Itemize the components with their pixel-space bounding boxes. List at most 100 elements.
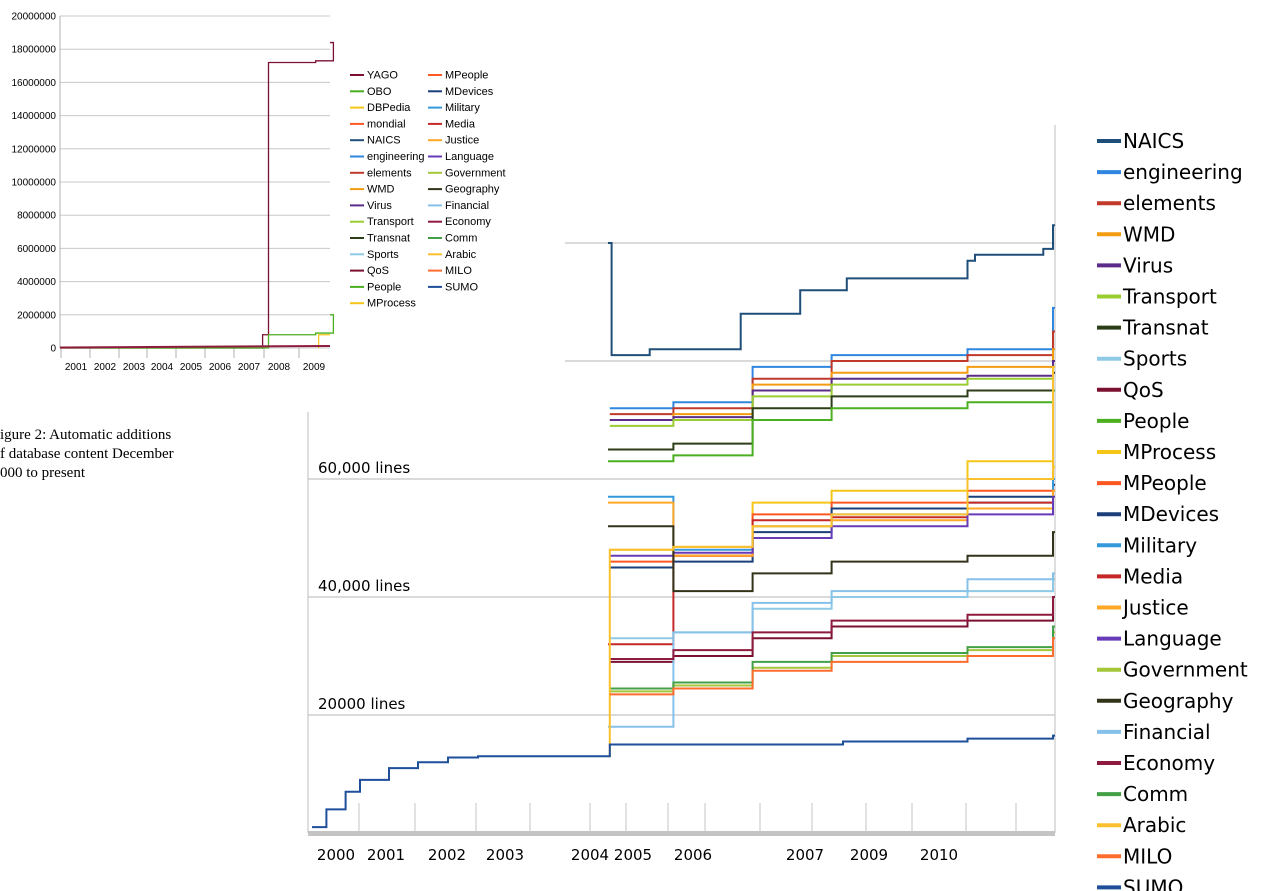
small-ytick-label: 6000000 [17, 244, 56, 255]
small-legend-label-mondial: mondial [367, 118, 406, 130]
small-legend-label-financial: Financial [445, 200, 489, 212]
small-series-obo [60, 314, 335, 349]
small-ytick-label: 20000000 [12, 12, 57, 23]
small-ytick-label: 4000000 [17, 277, 56, 288]
main-xtick-label: 2006 [674, 846, 712, 864]
small-series-baseline [59, 345, 331, 349]
small-legend-label-economy: Economy [445, 216, 491, 228]
small-ytick-label: 8000000 [17, 211, 56, 222]
legend-label-naics: NAICS [1123, 129, 1184, 153]
small-legend-label-mpeople: MPeople [445, 70, 488, 82]
legend-label-arabic: Arabic [1123, 813, 1186, 837]
legend-label-elements: elements [1123, 191, 1216, 215]
main-series-arabic [608, 365, 1055, 758]
legend-label-government: Government [1123, 658, 1248, 682]
main-gridline-label: 20000 lines [318, 695, 406, 713]
main-xtick-label: 2007 [786, 846, 824, 864]
main-x-axis [308, 831, 1055, 836]
legend-label-qos: QoS [1123, 378, 1164, 402]
legend-label-geography: Geography [1123, 689, 1234, 713]
small-legend-label-wmd: WMD [367, 184, 395, 196]
small-legend-label-transnat: Transnat [367, 233, 410, 245]
small-legend-label-transport: Transport [367, 216, 414, 228]
small-legend-label-language: Language [445, 151, 494, 163]
small-legend-label-people: People [367, 281, 401, 293]
main-xtick-label: 2009 [850, 846, 888, 864]
small-legend-label-dbpedia: DBPedia [367, 102, 411, 114]
main-xtick-label: 2002 [428, 846, 466, 864]
main-series-financial [608, 572, 1055, 728]
main-xtick-label: 2004 [571, 846, 609, 864]
legend-label-transport: Transport [1122, 285, 1217, 309]
small-legend-label-qos: QoS [367, 265, 389, 277]
legend-label-virus: Virus [1123, 253, 1173, 277]
caption-line-3: 000 to present [0, 465, 85, 481]
small-ytick-label: 18000000 [12, 45, 57, 56]
small-xtick-label: 2004 [151, 362, 174, 373]
small-ytick-label: 14000000 [12, 111, 57, 122]
small-chart: 2000000018000000160000001400000012000000… [12, 12, 506, 374]
small-legend-label-naics: NAICS [367, 135, 401, 147]
small-legend-label-obo: OBO [367, 86, 392, 98]
main-gridline-label: 40,000 lines [318, 577, 410, 595]
legend-label-people: People [1123, 409, 1189, 433]
legend-label-mdevices: MDevices [1123, 502, 1219, 526]
legend-label-transnat: Transnat [1122, 316, 1209, 340]
small-legend-label-yago: YAGO [367, 70, 398, 82]
main-gridline-label: 60,000 lines [318, 459, 410, 477]
small-xtick-label: 2002 [94, 362, 117, 373]
small-ytick-label: 10000000 [12, 178, 57, 189]
legend-label-financial: Financial [1123, 720, 1211, 744]
small-legend-label-mprocess: MProcess [367, 298, 416, 310]
main-series-geography [608, 525, 1055, 593]
legend-label-media: Media [1123, 564, 1183, 588]
small-xtick-label: 2001 [65, 362, 88, 373]
small-legend-label-government: Government [445, 167, 506, 179]
main-legend: NAICS engineering elements WMD Virus Transpor… [1097, 129, 1248, 891]
small-legend-label-arabic: Arabic [445, 249, 477, 261]
small-xtick-label: 2006 [209, 362, 232, 373]
main-chart: 60,000 lines 40,000 lines 20000 lines 2000 2… [307, 125, 1056, 864]
main-xtick-label: 2000 [317, 846, 355, 864]
main-xtick-label: 2003 [486, 846, 524, 864]
small-legend-label-comm: Comm [445, 233, 477, 245]
small-legend-label-virus: Virus [367, 200, 392, 212]
main-xtick-label: 2010 [920, 846, 958, 864]
legend-label-wmd: WMD [1123, 222, 1175, 246]
main-series-economy [609, 596, 1055, 660]
caption-line-2: f database content December [0, 446, 174, 462]
small-legend-label-justice: Justice [445, 135, 479, 147]
legend-label-military: Military [1123, 533, 1197, 557]
small-xtick-label: 2007 [238, 362, 261, 373]
legend-label-mprocess: MProcess [1123, 440, 1216, 464]
small-series-dbpedia [318, 334, 330, 348]
legend-label-language: Language [1123, 627, 1222, 651]
figure-caption: igure 2: Automatic additions f database … [0, 426, 174, 483]
small-legend-label-sports: Sports [367, 249, 399, 261]
main-xtick-label: 2001 [367, 846, 405, 864]
caption-line-1: igure 2: Automatic additions [0, 427, 172, 443]
legend-label-sports: Sports [1123, 347, 1187, 371]
small-legend-label-sumo: SUMO [445, 281, 478, 293]
small-xtick-label: 2003 [123, 362, 146, 373]
small-xtick-label: 2008 [268, 362, 291, 373]
legend-label-economy: Economy [1123, 751, 1215, 775]
small-legend-label-media: Media [445, 118, 476, 130]
main-series-naics [608, 224, 1055, 357]
legend-label-milo: MILO [1123, 844, 1172, 868]
small-legend-label-geography: Geography [445, 184, 500, 196]
small-series-yago [60, 41, 335, 349]
small-ytick-label: 16000000 [12, 78, 57, 89]
legend-label-comm: Comm [1123, 782, 1188, 806]
small-ytick-label: 0 [50, 344, 56, 355]
main-series-sumo [312, 734, 1055, 829]
main-series-milo [609, 637, 1055, 696]
small-xtick-label: 2005 [180, 362, 203, 373]
small-legend-label-mdevices: MDevices [445, 86, 494, 98]
legend-label-mpeople: MPeople [1123, 471, 1207, 495]
small-xtick-label: 2009 [303, 362, 326, 373]
small-legend-label-milo: MILO [445, 265, 472, 277]
main-xtick-label: 2005 [614, 846, 652, 864]
small-legend-label-military: Military [445, 102, 480, 114]
